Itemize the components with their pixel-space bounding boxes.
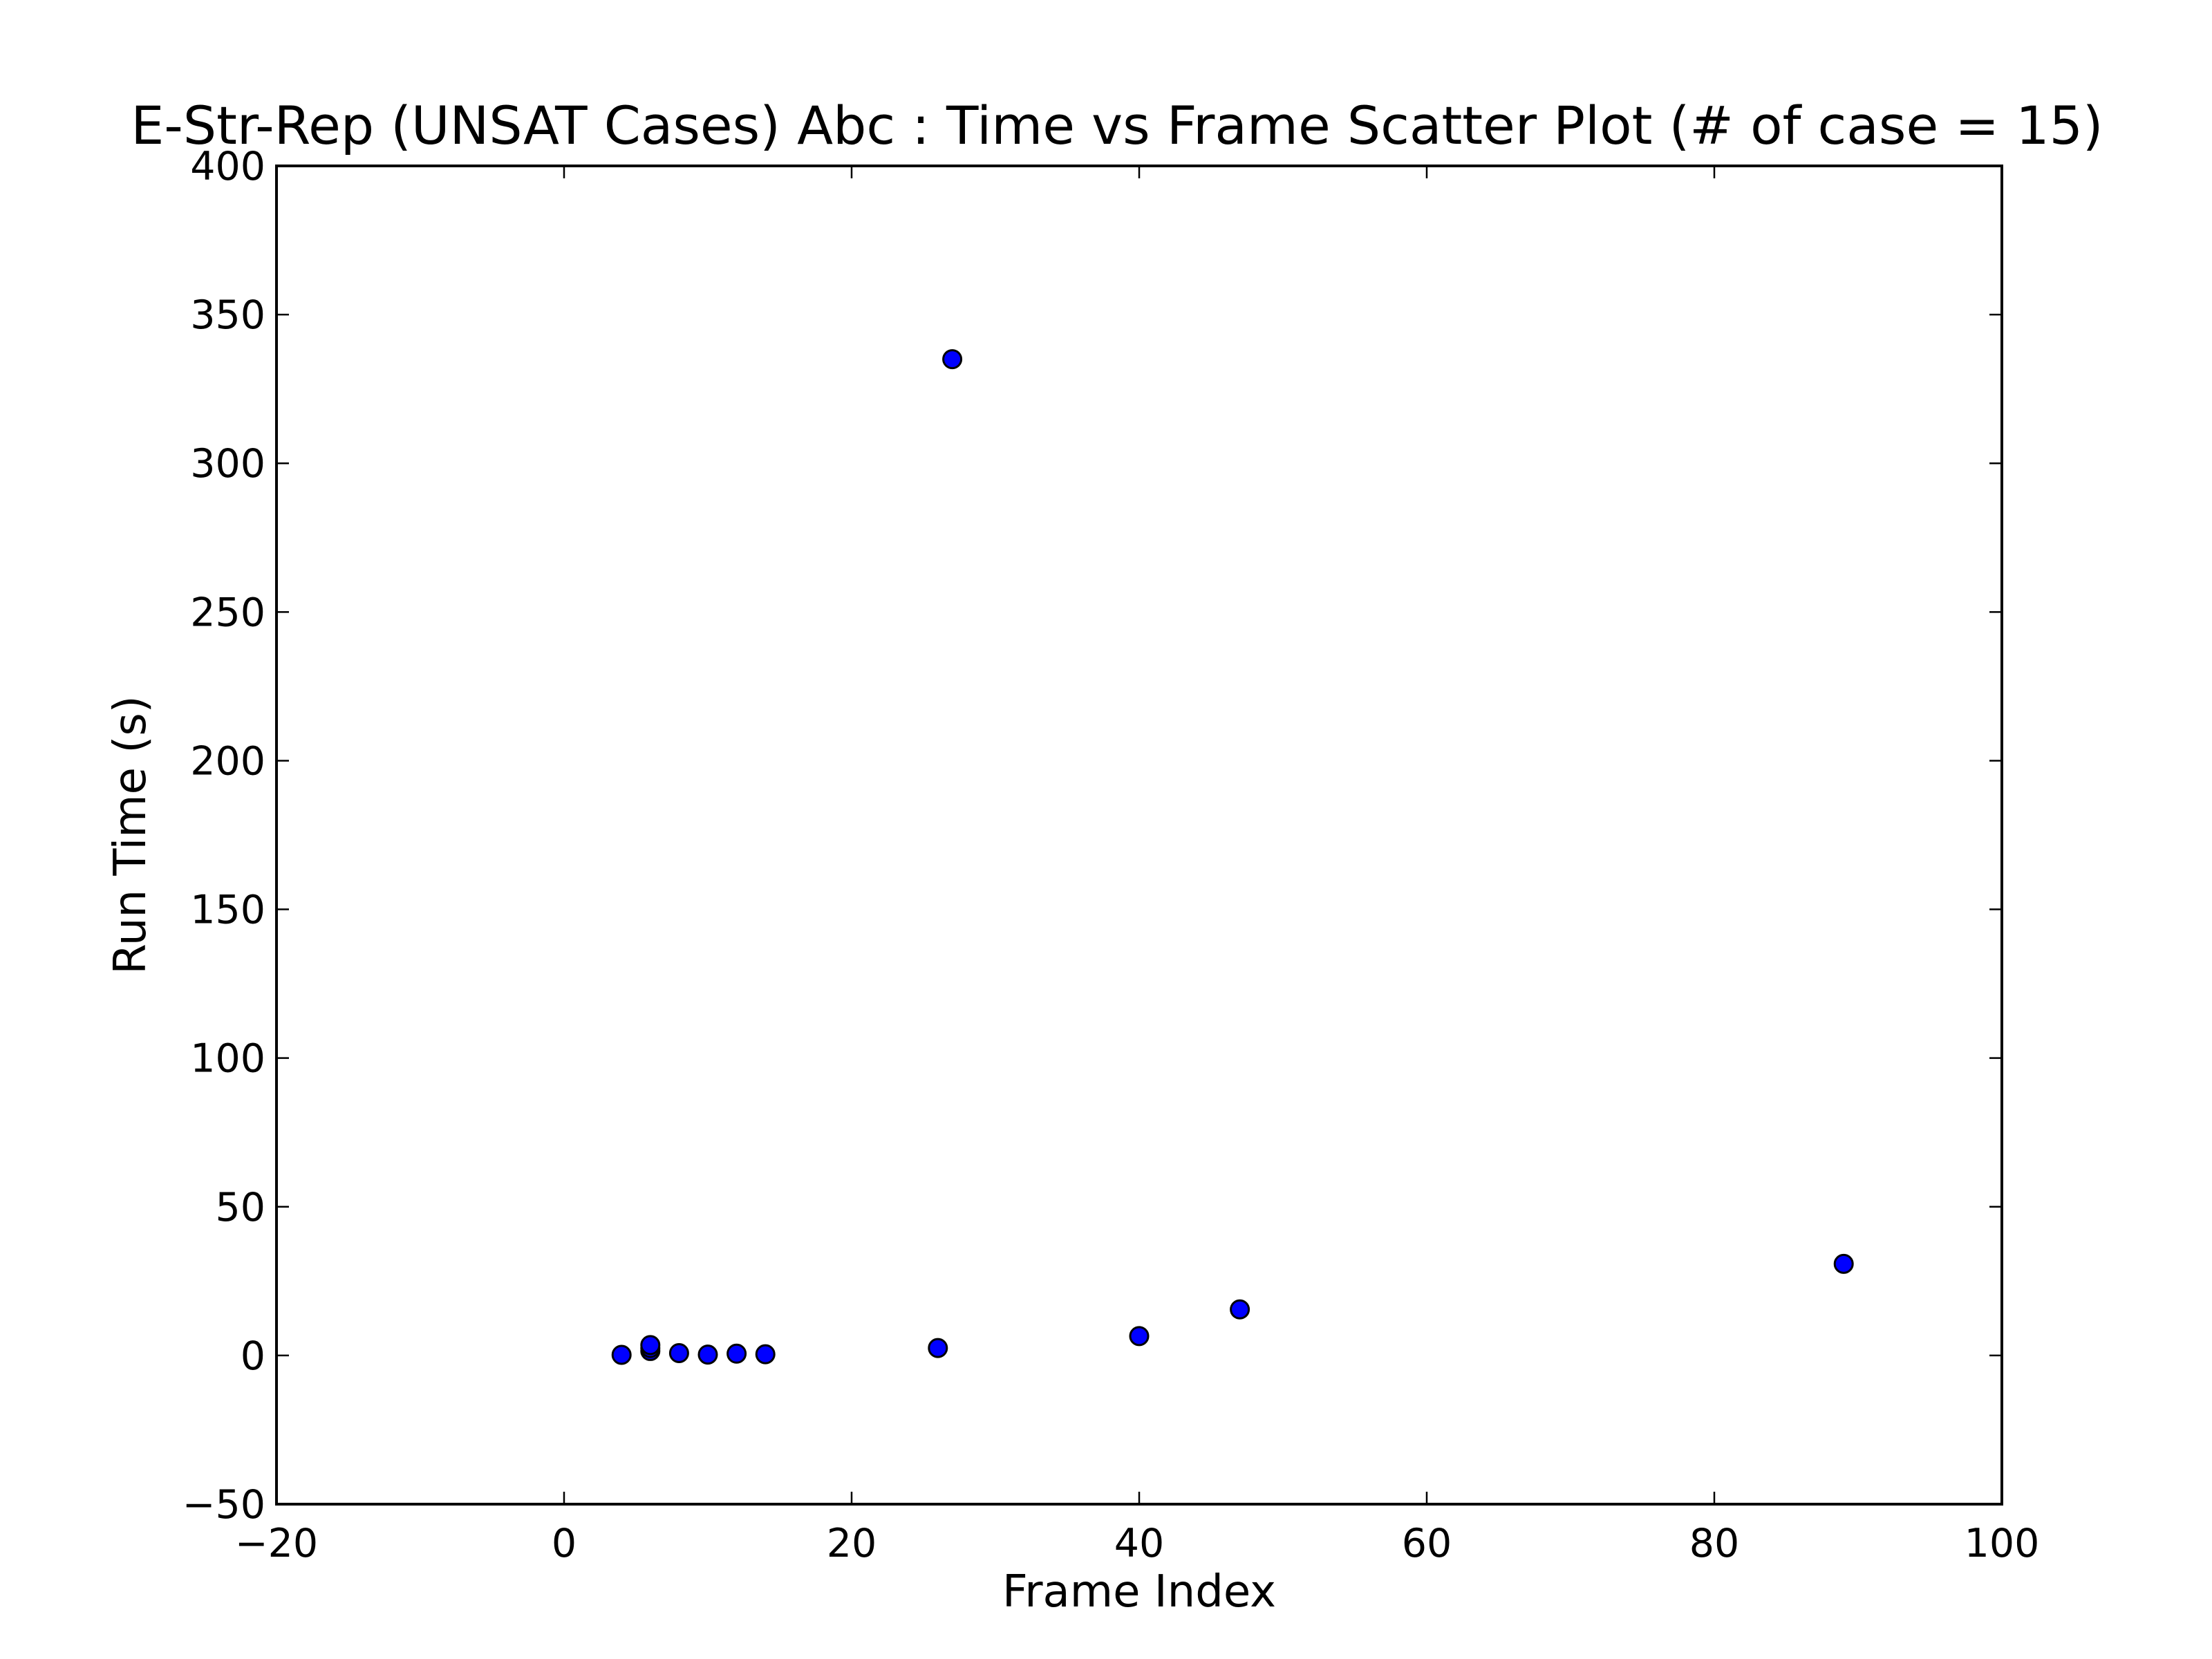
- x-axis-title: Frame Index: [1002, 1566, 1276, 1618]
- y-tick-label: 400: [190, 144, 265, 189]
- data-point: [755, 1344, 776, 1365]
- y-tick-label: 200: [190, 738, 265, 784]
- x-tick-label: 60: [1402, 1521, 1452, 1566]
- data-point: [697, 1344, 718, 1365]
- data-point: [1833, 1253, 1854, 1274]
- y-tick-label: 300: [190, 441, 265, 487]
- y-axis: −50 0 50 100 150 200 250 300 350 400: [182, 144, 2002, 1528]
- y-tick-label: 50: [215, 1185, 265, 1230]
- plot-frame: [275, 165, 2003, 1506]
- y-tick-label: 350: [190, 292, 265, 338]
- y-axis-title: Run Time (s): [105, 695, 156, 974]
- y-tick-label: 0: [241, 1333, 265, 1379]
- y-tick-label: 250: [190, 590, 265, 635]
- y-tick-label: 150: [190, 888, 265, 933]
- x-tick-label: 80: [1689, 1521, 1740, 1566]
- x-tick-label: 100: [1965, 1521, 2040, 1566]
- x-axis: −20 0 20 40 60 80 100: [235, 166, 2040, 1566]
- chart-title: E-Str-Rep (UNSAT Cases) Abc : Time vs Fr…: [131, 95, 2103, 156]
- data-point: [1230, 1299, 1250, 1320]
- y-tick-label: 100: [190, 1036, 265, 1082]
- data-point: [640, 1335, 661, 1356]
- data-point: [928, 1338, 948, 1358]
- plot-area: [611, 349, 1854, 1365]
- data-point: [942, 349, 963, 370]
- data-point: [611, 1344, 632, 1365]
- data-point: [1129, 1326, 1150, 1347]
- x-tick-label: 0: [552, 1521, 577, 1566]
- y-tick-label: −50: [182, 1482, 265, 1528]
- data-point: [727, 1343, 747, 1364]
- x-tick-label: 20: [827, 1521, 877, 1566]
- data-point: [668, 1342, 689, 1363]
- x-tick-label: −20: [235, 1521, 318, 1566]
- x-tick-label: 40: [1114, 1521, 1165, 1566]
